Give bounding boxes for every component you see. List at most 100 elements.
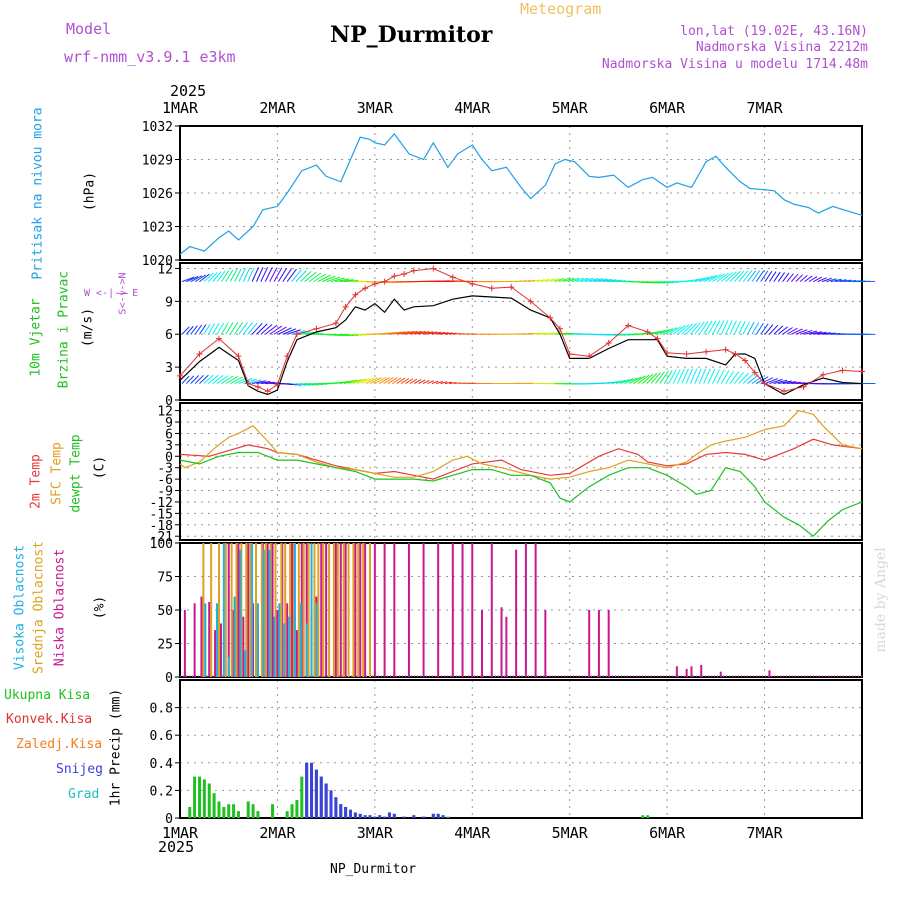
bar-srednja: [317, 543, 320, 677]
wind-vector: [453, 332, 461, 335]
gust-marker: [449, 274, 456, 281]
wind-vector: [659, 370, 669, 384]
bar-snijeg: [310, 762, 314, 818]
bar-niska: [393, 543, 396, 677]
bar-niska: [219, 623, 222, 677]
wind-vector: [747, 270, 757, 282]
wind-vector: [738, 372, 749, 384]
wind-vector: [234, 322, 244, 335]
y-tick-label-temperature: 0: [165, 450, 173, 465]
gust-marker: [196, 350, 203, 357]
wind-vector: [694, 368, 702, 384]
bar-ukupna-kisa: [236, 811, 240, 818]
wind-vector: [207, 323, 216, 335]
bar-snijeg: [305, 762, 309, 818]
x-tick-bottom-5MAR: 5MAR: [552, 824, 589, 842]
wind-vector: [699, 275, 713, 283]
wind-vector: [589, 278, 603, 283]
wind-vector: [628, 376, 642, 384]
bar-ukupna-kisa: [446, 816, 450, 818]
bar-snijeg: [334, 797, 338, 818]
wind-vector: [576, 277, 589, 283]
bar-niska: [208, 601, 211, 677]
wind-vector: [835, 279, 847, 283]
wind-vector: [238, 268, 246, 282]
bar-ukupna-kisa: [285, 811, 289, 818]
gust-marker: [215, 335, 222, 342]
wind-vector: [707, 368, 716, 384]
wind-vector: [698, 321, 709, 335]
wind-vector: [655, 329, 669, 335]
wind-vector: [777, 326, 788, 335]
wind-vector: [181, 326, 190, 335]
wind-vector: [357, 378, 371, 385]
wind-vector: [681, 368, 689, 384]
wind-vector: [247, 267, 255, 282]
wind-vector: [804, 275, 813, 283]
bar-visoka: [293, 543, 296, 677]
bar-ukupna-kisa: [193, 776, 197, 818]
wind-vector: [528, 279, 536, 283]
wind-vector: [361, 377, 375, 385]
wind-vector: [725, 271, 737, 283]
bar-ukupna-kisa: [227, 804, 231, 818]
bar-srednja: [289, 543, 292, 677]
gust-marker: [284, 353, 291, 360]
gust-marker: [800, 383, 807, 390]
wind-vector: [251, 322, 263, 335]
wind-vector: [668, 369, 677, 384]
bar-niska: [242, 616, 245, 677]
wind-vector: [720, 320, 729, 335]
wind-vector: [668, 326, 682, 335]
wind-vector: [436, 380, 443, 385]
wind-vector: [352, 378, 367, 385]
gust-marker: [547, 314, 554, 321]
wind-vector: [260, 267, 269, 282]
gust-marker: [332, 320, 339, 327]
bar-srednja: [368, 543, 371, 677]
bar-visoka: [244, 650, 247, 677]
gust-marker: [781, 388, 788, 395]
wind-vector: [703, 368, 711, 384]
gust-marker: [235, 353, 242, 360]
bar-ukupna-kisa: [251, 804, 255, 818]
bar-srednja: [235, 543, 238, 677]
wind-vector: [641, 373, 654, 384]
wind-vector: [536, 279, 545, 283]
wind-vector: [813, 331, 827, 335]
bar-niska: [534, 543, 537, 677]
bar-srednja: [362, 543, 365, 677]
wind-vector: [637, 374, 650, 384]
wind-vector: [738, 270, 749, 282]
wind-vector: [409, 330, 422, 335]
wind-vector: [711, 369, 720, 384]
wind-vector: [229, 322, 239, 335]
gust-marker: [586, 353, 593, 360]
wind-vector: [646, 372, 658, 384]
x-tick-top-1MAR: 1MAR: [162, 99, 199, 117]
bar-ukupna-kisa: [202, 779, 206, 818]
bar-snijeg: [353, 812, 357, 818]
y-tick-label-temperature: -9: [157, 485, 173, 500]
wind-vector: [747, 374, 759, 384]
bar-niska: [227, 543, 230, 677]
bar-niska: [690, 666, 693, 677]
wind-vector: [790, 273, 799, 282]
wind-compass: W <-|-> E: [84, 288, 139, 299]
y-tick-label-temperature: 3: [165, 439, 173, 454]
wind-vector: [676, 368, 685, 384]
wind-vector: [291, 383, 306, 386]
wind-vector: [808, 331, 822, 335]
wind-vector: [690, 368, 698, 384]
wind-vector: [716, 320, 725, 335]
wind-vector: [396, 377, 406, 384]
bar-niska: [214, 630, 217, 677]
wind-vector: [264, 324, 278, 335]
gust-marker: [401, 270, 408, 277]
x-tick-top-2MAR: 2MAR: [259, 99, 296, 117]
wind-vector: [782, 327, 793, 335]
wind-vector: [326, 276, 341, 283]
bar-niska: [607, 610, 610, 677]
wind-vector: [712, 320, 721, 335]
legend-konvek: Konvek.Kisa: [6, 712, 93, 727]
